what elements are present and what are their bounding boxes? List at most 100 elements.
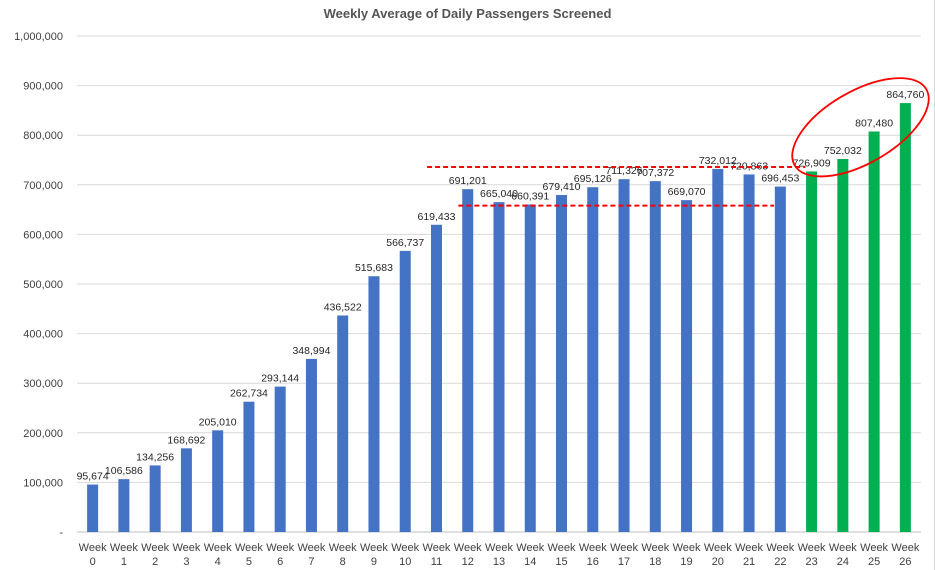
- data-label: 566,737: [386, 237, 424, 249]
- y-tick-label: 1,000,000: [14, 31, 63, 43]
- x-tick-label: Week: [454, 542, 482, 554]
- bar: [305, 358, 317, 532]
- bar: [430, 224, 442, 532]
- y-tick-label: 600,000: [23, 229, 63, 241]
- bar: [149, 465, 161, 532]
- data-label: 864,760: [886, 89, 924, 101]
- y-tick-label: 100,000: [23, 477, 63, 489]
- x-tick-label-number: 11: [431, 556, 442, 568]
- x-tick-label: Week: [798, 542, 826, 554]
- bar: [87, 484, 99, 532]
- x-tick-label: Week: [204, 542, 232, 554]
- bar: [774, 186, 786, 532]
- x-tick-label: Week: [172, 542, 200, 554]
- data-label: 293,144: [261, 373, 299, 385]
- x-tick-label: Week: [360, 542, 388, 554]
- bar: [368, 276, 380, 532]
- y-tick-label: 300,000: [23, 378, 63, 390]
- data-label: 106,586: [105, 465, 143, 477]
- x-tick-label: Week: [266, 542, 294, 554]
- x-tick-label: Week: [641, 542, 669, 554]
- data-label: 619,433: [417, 211, 455, 223]
- y-tick-label: 800,000: [23, 130, 63, 142]
- data-label: 752,032: [824, 145, 862, 157]
- bar: [524, 204, 536, 533]
- data-label: 695,126: [574, 173, 612, 185]
- x-tick-label: Week: [141, 542, 169, 554]
- bar: [681, 200, 693, 532]
- x-tick-label-number: 12: [462, 556, 474, 568]
- x-tick-label-number: 0: [90, 556, 96, 568]
- x-tick-label: Week: [610, 542, 638, 554]
- bar: [212, 430, 224, 532]
- x-tick-label-number: 6: [277, 556, 283, 568]
- bar: [587, 187, 599, 532]
- data-label: 807,480: [855, 117, 893, 129]
- x-tick-label-number: 18: [649, 556, 661, 568]
- x-tick-label: Week: [891, 542, 919, 554]
- bar: [743, 174, 755, 532]
- data-label: 436,522: [324, 301, 362, 313]
- bar: [618, 179, 630, 532]
- data-label: 95,674: [77, 471, 109, 483]
- x-tick-label-number: 17: [618, 556, 630, 568]
- x-tick-label-number: 20: [712, 556, 724, 568]
- bar: [712, 168, 724, 532]
- x-tick-label-number: 1: [121, 556, 127, 568]
- x-tick-label: Week: [548, 542, 576, 554]
- x-tick-label: Week: [860, 542, 888, 554]
- data-label: 679,410: [543, 181, 581, 193]
- y-tick-label: -: [59, 527, 63, 539]
- x-tick-label: Week: [579, 542, 607, 554]
- bar: [462, 189, 474, 532]
- bar: [399, 250, 411, 533]
- bar: [556, 195, 568, 532]
- x-tick-label: Week: [391, 542, 419, 554]
- x-tick-label-number: 19: [680, 556, 692, 568]
- data-label: 707,372: [636, 167, 674, 179]
- bar: [243, 401, 255, 532]
- data-label: 732,012: [699, 155, 737, 167]
- y-tick-label: 500,000: [23, 279, 63, 291]
- x-tick-label: Week: [516, 542, 544, 554]
- data-label: 515,683: [355, 262, 393, 274]
- x-tick-label: Week: [829, 542, 857, 554]
- x-tick-label-number: 9: [371, 556, 377, 568]
- x-tick-label-number: 13: [493, 556, 505, 568]
- data-label: 711,326: [605, 165, 642, 177]
- x-tick-label-number: 16: [587, 556, 599, 568]
- x-tick-label: Week: [766, 542, 794, 554]
- y-tick-label: 400,000: [23, 329, 63, 341]
- data-label: 660,391: [511, 190, 549, 202]
- x-tick-label: Week: [79, 542, 107, 554]
- y-tick-label: 200,000: [23, 428, 63, 440]
- data-label: 205,010: [199, 416, 237, 428]
- x-tick-label: Week: [673, 542, 701, 554]
- x-tick-label: Week: [485, 542, 513, 554]
- bar: [837, 158, 849, 532]
- y-tick-label: 900,000: [23, 81, 63, 93]
- data-label: 726,909: [793, 157, 831, 169]
- chart-title: Weekly Average of Daily Passengers Scree…: [323, 6, 612, 21]
- bar: [806, 171, 818, 533]
- x-tick-label-number: 14: [524, 556, 536, 568]
- x-tick-label: Week: [329, 542, 357, 554]
- x-tick-label-number: 7: [308, 556, 314, 568]
- bar: [274, 386, 286, 532]
- x-tick-label-number: 21: [743, 556, 755, 568]
- bar: [118, 479, 130, 532]
- x-tick-label-number: 5: [246, 556, 252, 568]
- x-tick-label: Week: [704, 542, 732, 554]
- data-label: 665,040: [480, 188, 518, 200]
- bar: [493, 202, 505, 532]
- data-label: 262,734: [230, 388, 268, 400]
- x-tick-label-number: 2: [152, 556, 158, 568]
- highlight-ellipse: [791, 77, 930, 178]
- x-tick-label-number: 3: [183, 556, 189, 568]
- x-tick-label: Week: [735, 542, 763, 554]
- bar: [180, 448, 192, 532]
- bar: [337, 315, 349, 532]
- data-label: 691,201: [449, 175, 487, 187]
